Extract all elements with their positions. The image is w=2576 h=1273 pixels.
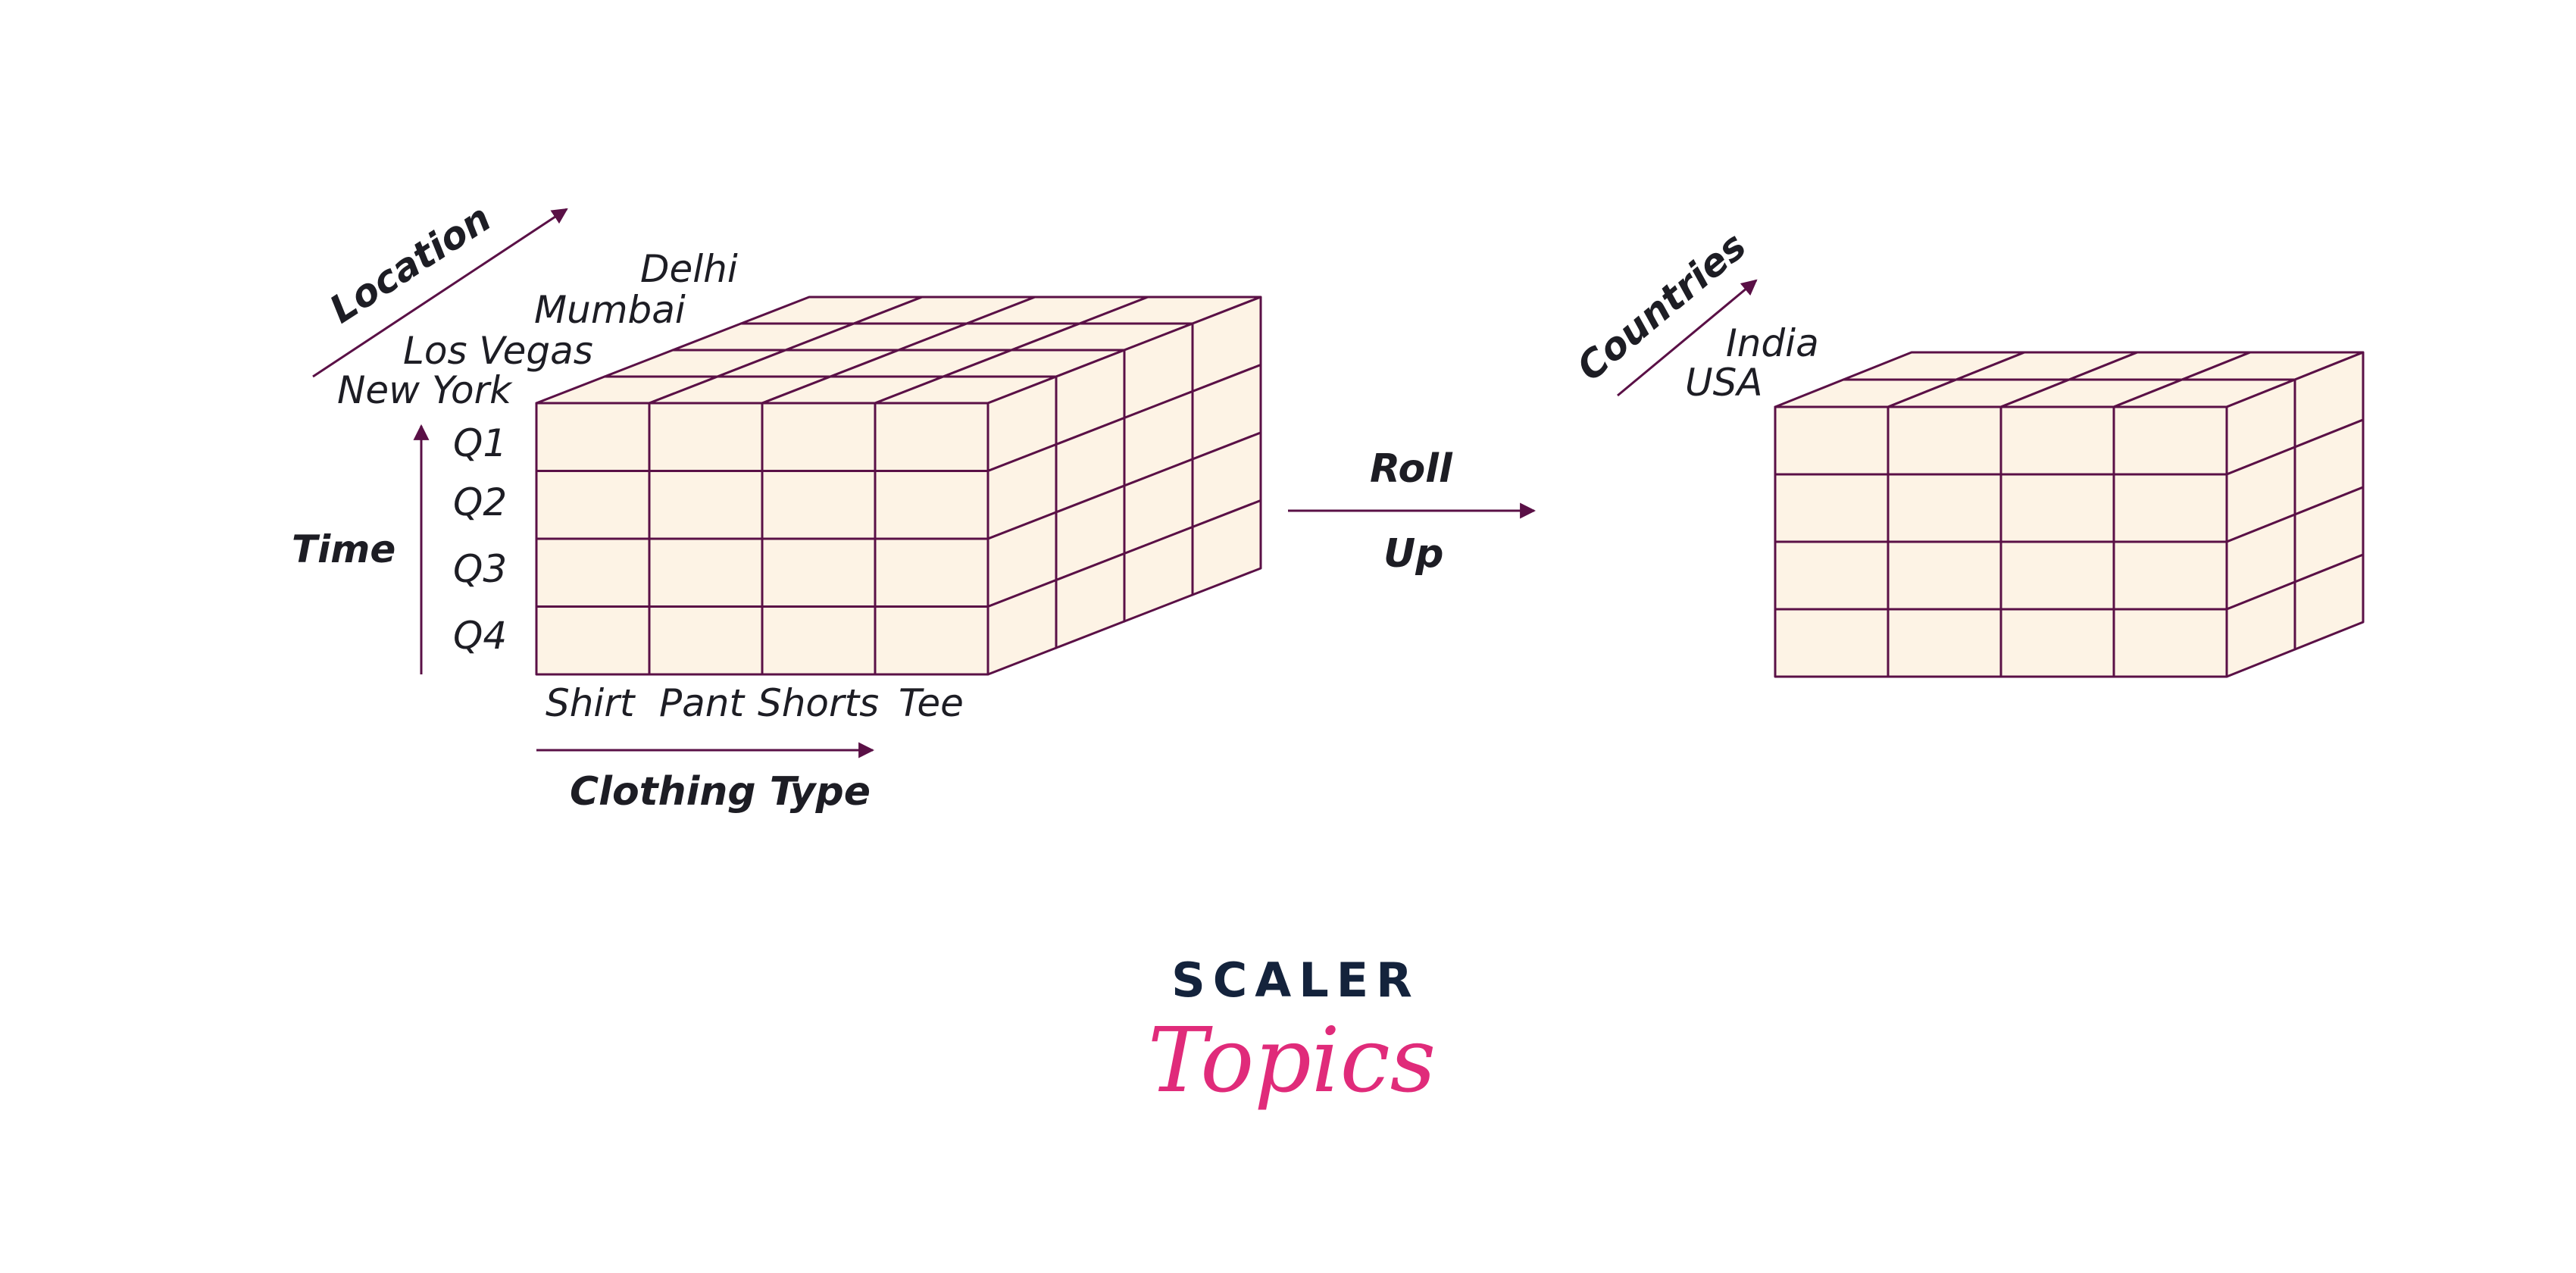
- left-cube-front-cell: [535, 470, 651, 540]
- clothing-label-shorts: Shorts: [758, 681, 879, 725]
- quarter-label-q4: Q4: [453, 614, 507, 658]
- location-label-mumbai: Mumbai: [534, 288, 686, 332]
- right-cube-front-cell: [1774, 540, 1890, 611]
- quarter-label-q2: Q2: [453, 480, 507, 524]
- operation-label-roll: Roll: [1370, 446, 1453, 492]
- left-cube-front-cell: [761, 537, 877, 608]
- left-cube-front-cell: [874, 402, 989, 472]
- right-cube-front-cell: [1999, 405, 2115, 476]
- clothing-label-tee: Tee: [899, 681, 964, 725]
- right-data-cube: [1774, 351, 2365, 678]
- location-axis-arrow: [312, 208, 568, 378]
- location-label-los-vegas: Los Vegas: [403, 329, 593, 373]
- right-cube-front-cell: [2112, 405, 2228, 476]
- brand-logo-topics: Topics: [1148, 1008, 1436, 1112]
- clothing-label-shirt: Shirt: [546, 681, 636, 725]
- right-cube-front-cell: [1887, 540, 2002, 611]
- left-cube-front-cell: [648, 470, 764, 540]
- quarter-label-q3: Q3: [453, 547, 507, 591]
- left-cube-front-cell: [874, 605, 989, 676]
- right-cube-side-cell: [2293, 553, 2365, 651]
- left-cube-front-cell: [874, 537, 989, 608]
- right-cube-front-cell: [1887, 473, 2002, 543]
- right-cube-front-cell: [1999, 540, 2115, 611]
- right-cube-front-cell: [1887, 608, 2002, 678]
- country-label-india: India: [1726, 321, 1819, 365]
- right-cube-front-cell: [1774, 405, 1890, 476]
- right-cube-front-cell: [2112, 540, 2228, 611]
- quarter-label-q1: Q1: [453, 421, 507, 465]
- left-cube-front-cell: [761, 605, 877, 676]
- right-cube-front-cell: [1774, 473, 1890, 543]
- left-data-cube: [535, 296, 1262, 676]
- country-label-usa: USA: [1685, 361, 1763, 405]
- left-cube-front-cell: [874, 470, 989, 540]
- left-cube-front-cell: [535, 537, 651, 608]
- left-cube-front-cell: [648, 537, 764, 608]
- left-cube-front-cell: [761, 470, 877, 540]
- left-cube-front-cell: [648, 605, 764, 676]
- right-cube-front-cell: [1999, 473, 2115, 543]
- left-cube-side-cell: [1191, 499, 1262, 596]
- left-cube-front-cell: [535, 605, 651, 676]
- countries-axis-arrow: [1617, 279, 1758, 397]
- operation-label-up: Up: [1383, 531, 1443, 577]
- left-cube-front-cell: [761, 402, 877, 472]
- location-label-new-york: New York: [337, 368, 513, 412]
- clothing-axis-label: Clothing Type: [570, 769, 871, 815]
- right-cube-front-cell: [2112, 608, 2228, 678]
- location-label-delhi: Delhi: [640, 247, 738, 291]
- brand-logo-scaler: SCALER: [1171, 952, 1420, 1008]
- clothing-label-pant: Pant: [659, 681, 746, 725]
- right-cube-front-cell: [2112, 473, 2228, 543]
- left-cube-front-cell: [535, 402, 651, 472]
- left-cube-front-cell: [648, 402, 764, 472]
- right-cube-front-cell: [1774, 608, 1890, 678]
- right-cube-front-cell: [1999, 608, 2115, 678]
- time-axis-label: Time: [292, 527, 395, 571]
- right-cube-front-cell: [1887, 405, 2002, 476]
